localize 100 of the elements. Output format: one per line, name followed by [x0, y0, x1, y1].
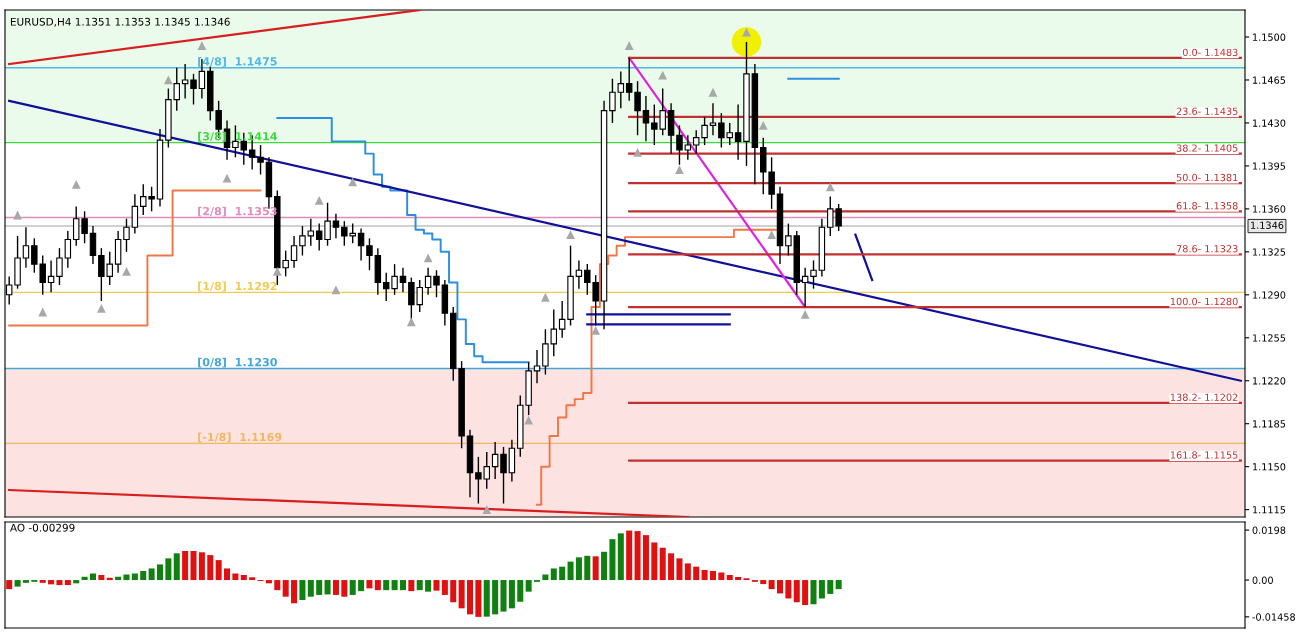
candlestick	[131, 193, 139, 235]
bar	[89, 573, 96, 581]
bar	[56, 580, 63, 586]
bar	[500, 580, 507, 612]
bar	[22, 580, 29, 583]
series-label: 23.6- 1.1435	[1176, 107, 1238, 115]
point	[800, 310, 810, 319]
bar	[165, 558, 172, 581]
bar	[408, 580, 415, 592]
point	[197, 41, 207, 50]
y-tick-label: 1.1325	[1253, 248, 1286, 256]
bar	[483, 580, 490, 617]
bar	[609, 539, 616, 581]
point	[122, 267, 131, 276]
bar	[140, 570, 147, 581]
ref-line-label: [-1/8] 1.1169	[198, 432, 282, 443]
y-tick-label: 1.1115	[1253, 506, 1286, 514]
point	[423, 253, 433, 263]
bar	[123, 574, 130, 581]
y-tick-label: 1.1430	[1253, 119, 1286, 127]
bar	[475, 580, 482, 617]
bar	[567, 561, 574, 581]
bar	[701, 569, 708, 581]
point	[758, 121, 768, 130]
point	[163, 75, 173, 85]
point	[71, 179, 81, 189]
candlestick	[801, 267, 809, 308]
point	[13, 210, 22, 220]
candlestick	[491, 441, 499, 480]
point	[658, 70, 668, 80]
bar	[249, 577, 256, 581]
y-tick-label: 1.1220	[1253, 377, 1286, 385]
candlestick	[709, 102, 717, 136]
y-tick-label: 1.1290	[1253, 291, 1286, 299]
point	[331, 285, 341, 295]
series-label: 100.0- 1.1280	[1170, 297, 1238, 306]
chart-title: AO -0.00299	[10, 523, 75, 532]
series-label: 50.0- 1.1381	[1176, 173, 1238, 182]
point	[566, 230, 575, 240]
bar	[416, 580, 423, 591]
bar	[156, 564, 164, 581]
candlestick	[181, 63, 189, 100]
bar	[14, 580, 21, 587]
candlestick	[123, 217, 130, 253]
bar	[131, 573, 138, 581]
bar	[835, 580, 842, 590]
bar	[366, 580, 373, 589]
y-tick-label: 1.1360	[1253, 205, 1286, 213]
series-label: 0.0- 1.1483	[1182, 48, 1238, 56]
point	[38, 307, 48, 317]
bar	[173, 553, 180, 581]
candlestick	[190, 73, 197, 106]
bar	[693, 566, 700, 581]
candlestick	[366, 237, 373, 271]
bar	[48, 580, 55, 585]
bar	[575, 557, 582, 581]
series-label: 138.2- 1.1202	[1170, 393, 1238, 401]
candlestick	[47, 259, 55, 294]
candlestick	[56, 247, 63, 286]
point	[825, 182, 835, 192]
point	[633, 148, 642, 157]
candlestick	[810, 259, 817, 290]
point	[708, 87, 718, 97]
candlestick	[558, 300, 566, 339]
point	[222, 173, 232, 183]
bar	[148, 568, 155, 581]
bar	[466, 580, 474, 615]
bar	[232, 573, 239, 581]
bar	[349, 580, 356, 595]
y-tick-label: 1.1255	[1253, 334, 1286, 342]
bar	[433, 580, 440, 591]
bar	[98, 575, 105, 581]
bar	[508, 580, 515, 609]
bar	[190, 551, 197, 581]
y-tick-label: 1.1465	[1253, 76, 1286, 84]
point	[348, 177, 358, 187]
series-label: 78.6- 1.1323	[1176, 245, 1238, 253]
candlestick	[500, 446, 507, 505]
candlestick	[424, 267, 432, 296]
bar	[718, 572, 725, 581]
bar	[760, 580, 767, 585]
bar	[265, 580, 272, 584]
bar	[215, 560, 222, 581]
candlestick	[684, 134, 692, 161]
y-tick-label: 1.1395	[1253, 162, 1286, 170]
bar	[559, 566, 566, 581]
point	[591, 326, 601, 335]
series-label: 61.8- 1.1358	[1176, 202, 1238, 210]
bar	[441, 580, 448, 595]
point	[541, 292, 550, 302]
candlestick	[290, 235, 298, 269]
bar	[358, 580, 365, 592]
ref-line-label: [1/8] 1.1292	[198, 281, 277, 292]
point	[675, 165, 684, 174]
bar	[651, 542, 658, 581]
bar	[525, 580, 532, 592]
bar	[802, 580, 809, 606]
y-tick-label: 1.1500	[1253, 33, 1286, 41]
bar	[291, 580, 298, 604]
y-tick-label: 1.1150	[1253, 463, 1286, 471]
